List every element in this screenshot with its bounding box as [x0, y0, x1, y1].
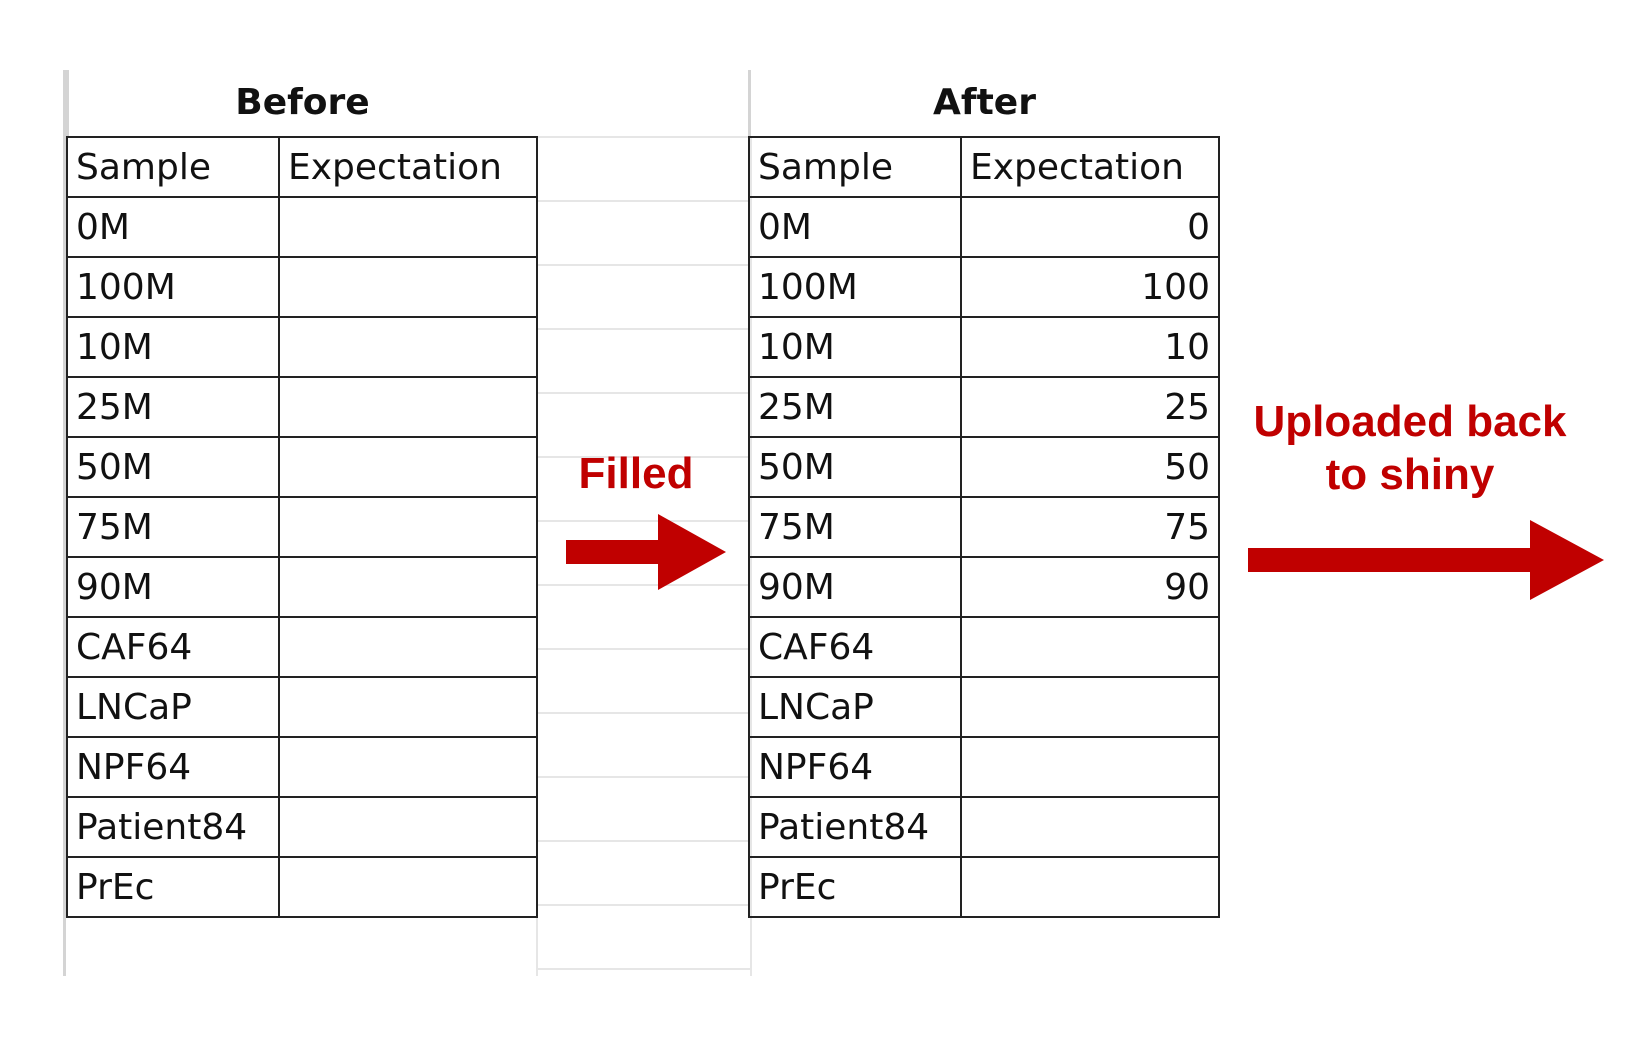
- expectation-cell[interactable]: [278, 316, 538, 378]
- sample-cell[interactable]: NPF64: [748, 736, 962, 798]
- table-row: 25M: [66, 376, 538, 438]
- sample-cell[interactable]: PrEc: [66, 856, 280, 918]
- after-sheet: After Sample Expectation 0M 0 100M 100 10M 10…: [748, 70, 1278, 918]
- sample-cell[interactable]: CAF64: [66, 616, 280, 678]
- sample-cell[interactable]: LNCaP: [66, 676, 280, 738]
- table-row: PrEc: [66, 856, 538, 918]
- sample-cell[interactable]: NPF64: [66, 736, 280, 798]
- sample-cell[interactable]: CAF64: [748, 616, 962, 678]
- expectation-cell[interactable]: [278, 676, 538, 738]
- expectation-cell[interactable]: [278, 616, 538, 678]
- expectation-cell[interactable]: 25: [960, 376, 1220, 438]
- after-table: Sample Expectation 0M 0 100M 100 10M 10 25M 25 5…: [748, 136, 1220, 918]
- header-row: Sample Expectation: [66, 136, 538, 198]
- sample-cell[interactable]: 0M: [66, 196, 280, 258]
- expectation-cell[interactable]: [278, 796, 538, 858]
- sample-cell[interactable]: 100M: [66, 256, 280, 318]
- header-expectation[interactable]: Expectation: [960, 136, 1220, 198]
- table-row: CAF64: [66, 616, 538, 678]
- table-row: 75M: [66, 496, 538, 558]
- expectation-cell[interactable]: 100: [960, 256, 1220, 318]
- expectation-cell[interactable]: [278, 256, 538, 318]
- before-table: Sample Expectation 0M 100M 10M 25M 50M 75M 90M…: [66, 136, 538, 918]
- expectation-cell[interactable]: 10: [960, 316, 1220, 378]
- header-sample[interactable]: Sample: [748, 136, 962, 198]
- sample-cell[interactable]: 75M: [748, 496, 962, 558]
- table-row: 0M 0: [748, 196, 1220, 258]
- expectation-cell[interactable]: [278, 436, 538, 498]
- table-row: 100M 100: [748, 256, 1220, 318]
- sample-cell[interactable]: 0M: [748, 196, 962, 258]
- after-title: After: [748, 70, 1218, 136]
- table-row: 10M 10: [748, 316, 1220, 378]
- uploaded-arrow-icon: [1248, 520, 1604, 600]
- table-row: 50M: [66, 436, 538, 498]
- sample-cell[interactable]: 50M: [66, 436, 280, 498]
- expectation-cell[interactable]: [278, 556, 538, 618]
- header-expectation[interactable]: Expectation: [278, 136, 538, 198]
- table-row: 0M: [66, 196, 538, 258]
- table-row: 90M 90: [748, 556, 1220, 618]
- table-row: 90M: [66, 556, 538, 618]
- sample-cell[interactable]: 25M: [748, 376, 962, 438]
- table-row: PrEc: [748, 856, 1220, 918]
- table-row: LNCaP: [66, 676, 538, 738]
- filled-arrow-icon: [566, 514, 726, 590]
- expectation-cell[interactable]: 50: [960, 436, 1220, 498]
- expectation-cell[interactable]: [278, 376, 538, 438]
- table-row: NPF64: [748, 736, 1220, 798]
- table-row: LNCaP: [748, 676, 1220, 738]
- sample-cell[interactable]: 25M: [66, 376, 280, 438]
- before-title: Before: [66, 70, 536, 136]
- expectation-cell[interactable]: [960, 796, 1220, 858]
- table-row: 25M 25: [748, 376, 1220, 438]
- before-sheet: Before Sample Expectation 0M 100M 10M 25M 50…: [66, 70, 596, 918]
- table-row: 10M: [66, 316, 538, 378]
- sample-cell[interactable]: 10M: [748, 316, 962, 378]
- sample-cell[interactable]: PrEc: [748, 856, 962, 918]
- expectation-cell[interactable]: [278, 196, 538, 258]
- expectation-cell[interactable]: [960, 736, 1220, 798]
- sample-cell[interactable]: Patient84: [66, 796, 280, 858]
- sample-cell[interactable]: 90M: [66, 556, 280, 618]
- expectation-cell[interactable]: 75: [960, 496, 1220, 558]
- sample-cell[interactable]: LNCaP: [748, 676, 962, 738]
- expectation-cell[interactable]: 90: [960, 556, 1220, 618]
- left-edge-line: [63, 70, 66, 976]
- expectation-cell[interactable]: [960, 616, 1220, 678]
- header-row: Sample Expectation: [748, 136, 1220, 198]
- sample-cell[interactable]: 10M: [66, 316, 280, 378]
- expectation-cell[interactable]: [960, 856, 1220, 918]
- sample-cell[interactable]: 75M: [66, 496, 280, 558]
- expectation-cell[interactable]: [278, 736, 538, 798]
- sample-cell[interactable]: 90M: [748, 556, 962, 618]
- table-row: 75M 75: [748, 496, 1220, 558]
- table-row: CAF64: [748, 616, 1220, 678]
- expectation-cell[interactable]: [278, 496, 538, 558]
- sample-cell[interactable]: 100M: [748, 256, 962, 318]
- table-row: 50M 50: [748, 436, 1220, 498]
- table-row: NPF64: [66, 736, 538, 798]
- sample-cell[interactable]: 50M: [748, 436, 962, 498]
- table-row: Patient84: [66, 796, 538, 858]
- sample-cell[interactable]: Patient84: [748, 796, 962, 858]
- uploaded-label: Uploaded back to shiny: [1253, 397, 1567, 499]
- expectation-cell[interactable]: 0: [960, 196, 1220, 258]
- header-sample[interactable]: Sample: [66, 136, 280, 198]
- table-row: Patient84: [748, 796, 1220, 858]
- table-row: 100M: [66, 256, 538, 318]
- expectation-cell[interactable]: [960, 676, 1220, 738]
- expectation-cell[interactable]: [278, 856, 538, 918]
- filled-label: Filled: [578, 449, 694, 498]
